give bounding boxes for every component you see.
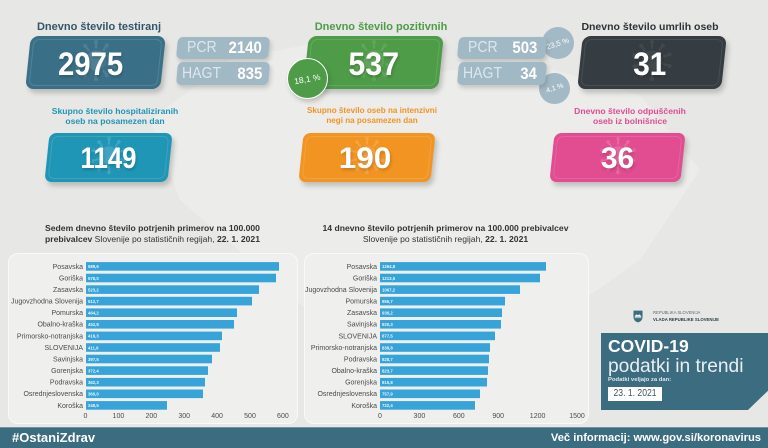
- svg-text:248,5: 248,5: [88, 403, 99, 408]
- svg-text:Pomurska: Pomurska: [345, 299, 377, 306]
- svg-text:Savinjska: Savinjska: [347, 322, 377, 329]
- svg-text:200: 200: [145, 413, 157, 420]
- svg-text:452,8: 452,8: [88, 322, 99, 327]
- svg-text:Jugovzhodna Slovenija: Jugovzhodna Slovenija: [305, 287, 377, 294]
- svg-text:Osrednjeslovenska: Osrednjeslovenska: [317, 391, 377, 398]
- svg-text:Primorsko-notranjska: Primorsko-notranjska: [17, 333, 83, 340]
- svg-text:Goriška: Goriška: [353, 275, 377, 282]
- svg-text:1264,8: 1264,8: [382, 264, 396, 269]
- svg-text:300: 300: [178, 413, 190, 420]
- svg-text:416,3: 416,3: [88, 334, 99, 339]
- svg-text:823,7: 823,7: [382, 368, 393, 373]
- svg-text:955,7: 955,7: [382, 299, 393, 304]
- svg-text:900: 900: [492, 413, 504, 420]
- svg-text:Gorenjska: Gorenjska: [345, 380, 377, 387]
- svg-text:Podravska: Podravska: [50, 380, 83, 387]
- svg-text:600: 600: [277, 413, 289, 420]
- svg-text:372,4: 372,4: [88, 368, 99, 373]
- svg-text:464,2: 464,2: [88, 311, 99, 316]
- svg-text:100: 100: [113, 413, 125, 420]
- svg-text:523,2: 523,2: [88, 287, 99, 292]
- svg-text:Pomurska: Pomurska: [51, 310, 83, 317]
- svg-text:Obalno-kraška: Obalno-kraška: [331, 368, 377, 375]
- svg-text:512,7: 512,7: [88, 299, 99, 304]
- svg-text:Primorsko-notranjska: Primorsko-notranjska: [311, 345, 377, 352]
- svg-text:589,6: 589,6: [88, 264, 99, 269]
- svg-text:SLOVENIJA: SLOVENIJA: [44, 345, 83, 352]
- svg-text:Podravska: Podravska: [344, 356, 377, 363]
- svg-text:397,5: 397,5: [88, 357, 99, 362]
- svg-text:400: 400: [211, 413, 223, 420]
- svg-text:1067,2: 1067,2: [382, 287, 396, 292]
- svg-text:1213,5: 1213,5: [382, 276, 396, 281]
- svg-text:0: 0: [84, 413, 88, 420]
- svg-text:600: 600: [453, 413, 465, 420]
- svg-text:360,0: 360,0: [88, 392, 99, 397]
- svg-text:Obalno-kraška: Obalno-kraška: [37, 322, 83, 329]
- svg-text:578,0: 578,0: [88, 276, 99, 281]
- svg-text:Jugovzhodna Slovenija: Jugovzhodna Slovenija: [11, 299, 83, 306]
- svg-text:838,8: 838,8: [382, 345, 393, 350]
- svg-text:Koroška: Koroška: [57, 403, 83, 410]
- svg-text:Osrednjeslovenska: Osrednjeslovenska: [23, 391, 83, 398]
- svg-text:Posavska: Posavska: [53, 264, 83, 271]
- svg-text:Koroška: Koroška: [351, 403, 377, 410]
- svg-text:SLOVENIJA: SLOVENIJA: [338, 333, 377, 340]
- svg-text:828,7: 828,7: [382, 357, 393, 362]
- svg-text:815,8: 815,8: [382, 380, 393, 385]
- svg-text:362,3: 362,3: [88, 380, 99, 385]
- svg-text:1200: 1200: [530, 413, 546, 420]
- svg-text:757,9: 757,9: [382, 392, 393, 397]
- svg-text:936,2: 936,2: [382, 311, 393, 316]
- svg-text:722,4: 722,4: [382, 403, 393, 408]
- svg-text:Zasavska: Zasavska: [53, 287, 83, 294]
- svg-text:877,5: 877,5: [382, 334, 393, 339]
- svg-text:1500: 1500: [569, 413, 585, 420]
- svg-text:Gorenjska: Gorenjska: [51, 368, 83, 375]
- svg-text:411,6: 411,6: [88, 345, 99, 350]
- svg-text:Zasavska: Zasavska: [347, 310, 377, 317]
- svg-text:920,3: 920,3: [382, 322, 393, 327]
- svg-text:Goriška: Goriška: [59, 275, 83, 282]
- svg-text:300: 300: [414, 413, 426, 420]
- svg-text:Posavska: Posavska: [347, 264, 377, 271]
- svg-text:0: 0: [378, 413, 382, 420]
- svg-text:500: 500: [244, 413, 256, 420]
- svg-text:Savinjska: Savinjska: [53, 356, 83, 363]
